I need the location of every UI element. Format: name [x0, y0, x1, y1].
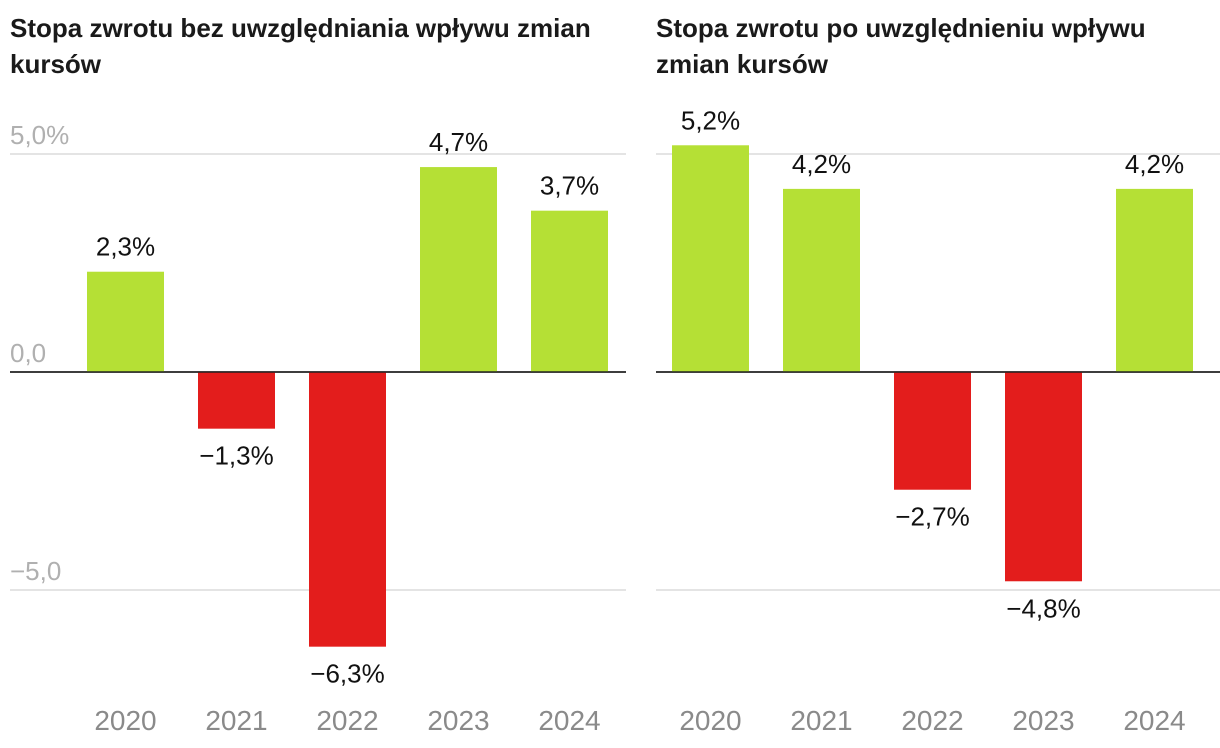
chart-right: Stopa zwrotu po uwzględnieniu wpływu zmi… [640, 0, 1220, 748]
right-data-label-2022: −2,7% [895, 502, 969, 532]
right-xtick-label-2022: 2022 [901, 705, 963, 736]
right-xtick-label-2020: 2020 [679, 705, 741, 736]
left-xtick-label-2022: 2022 [316, 705, 378, 736]
chart-right-title: Stopa zwrotu po uwzględnieniu wpływu zmi… [656, 13, 1146, 79]
left-bar-2021 [198, 372, 275, 429]
right-xtick-label-2023: 2023 [1012, 705, 1074, 736]
left-ytick-label: −5,0 [10, 556, 61, 586]
chart-left-title: Stopa zwrotu bez uwzględniania wpływu zm… [10, 13, 591, 79]
left-data-label-2022: −6,3% [310, 659, 384, 689]
left-ytick-label: 0,0 [10, 338, 46, 368]
left-data-label-2020: 2,3% [96, 232, 155, 262]
right-xtick-label-2021: 2021 [790, 705, 852, 736]
right-xtick-label-2024: 2024 [1123, 705, 1185, 736]
left-data-label-2024: 3,7% [540, 171, 599, 201]
right-data-label-2021: 4,2% [792, 149, 851, 179]
left-bar-2023 [420, 167, 497, 372]
chart-right-plot: 5,2% 2020 4,2% 2021 −2,7% 2022 −4,8% 2023 4,2% 20… [656, 105, 1220, 736]
right-data-label-2020: 5,2% [681, 105, 740, 135]
right-data-label-2024: 4,2% [1125, 149, 1184, 179]
right-data-label-2023: −4,8% [1006, 593, 1080, 623]
left-data-label-2021: −1,3% [199, 441, 273, 471]
right-bar-2022 [894, 372, 971, 490]
right-bar-2023 [1005, 372, 1082, 582]
right-bar-2021 [783, 188, 860, 372]
right-bar-2020 [672, 145, 749, 372]
left-bar-2020 [87, 271, 164, 372]
left-bar-2024 [531, 210, 608, 372]
chart-left-plot: 5,0% 0,0 −5,0 2,3% 2020 −1,3% 2021 −6,3% 2022 4,7… [10, 120, 626, 736]
left-bar-2022 [309, 372, 386, 647]
left-xtick-label-2024: 2024 [538, 705, 600, 736]
chart-left: Stopa zwrotu bez uwzględniania wpływu zm… [10, 13, 626, 736]
left-xtick-label-2020: 2020 [94, 705, 156, 736]
right-bar-2024 [1116, 188, 1193, 372]
left-data-label-2023: 4,7% [429, 127, 488, 157]
left-ytick-label: 5,0% [10, 120, 69, 150]
left-xtick-label-2023: 2023 [427, 705, 489, 736]
left-xtick-label-2021: 2021 [205, 705, 267, 736]
